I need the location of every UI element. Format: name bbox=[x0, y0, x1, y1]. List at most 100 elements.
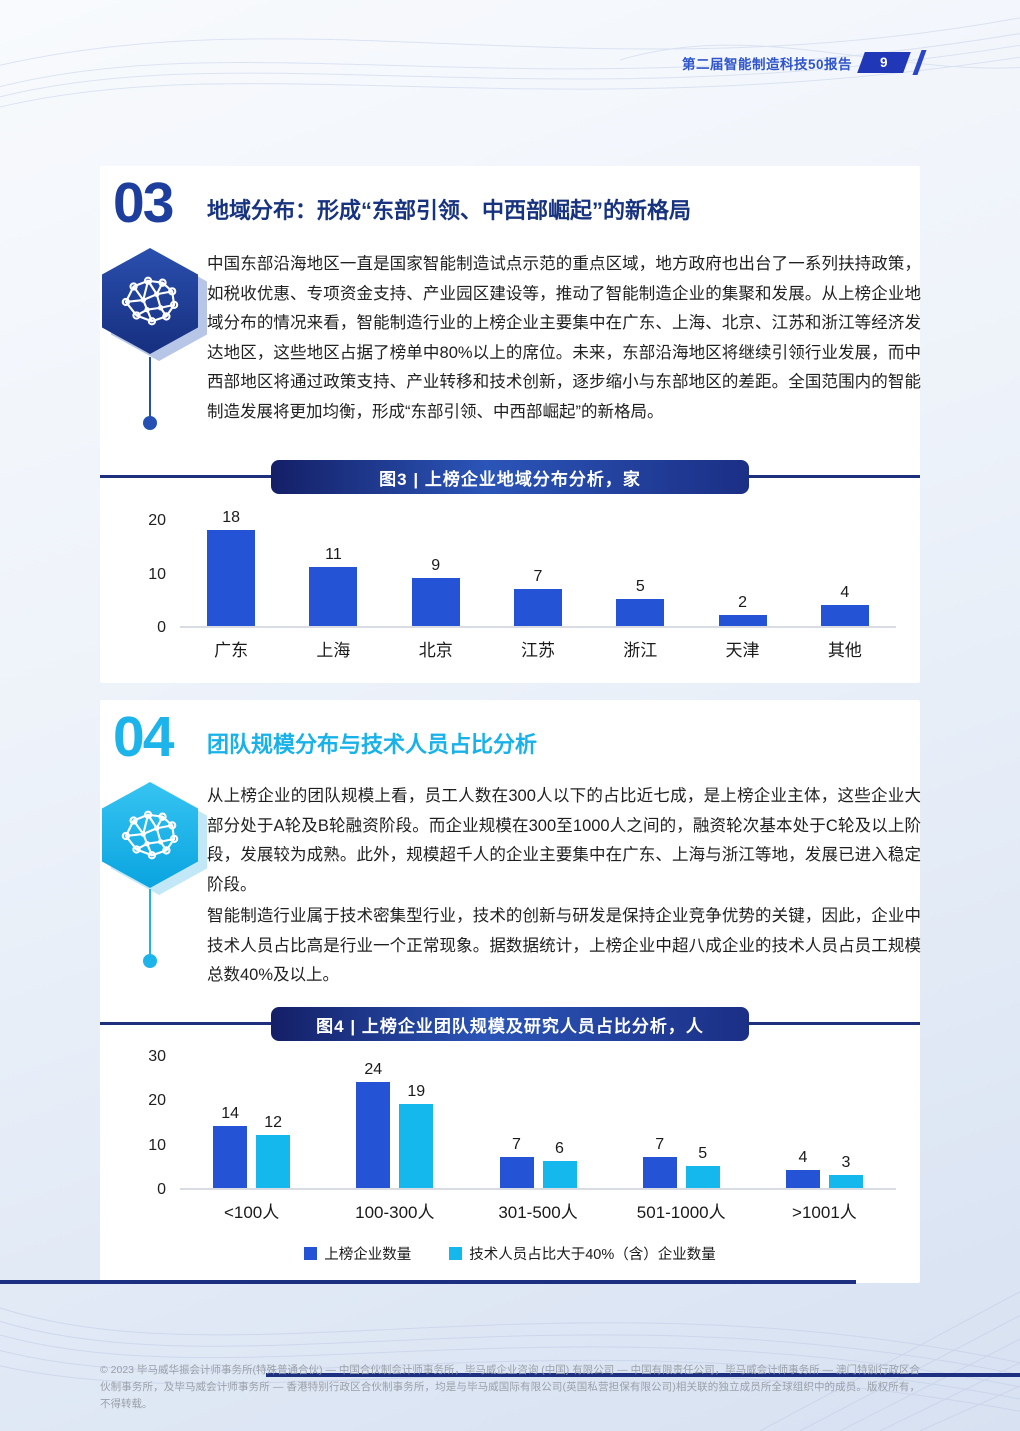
bar-value-label: 7 bbox=[512, 1135, 521, 1153]
bar-value-label: 12 bbox=[264, 1113, 282, 1131]
section-03-panel: 03 bbox=[100, 166, 921, 683]
connector-dot bbox=[143, 416, 157, 430]
legend-label: 技术人员占比大于40%（含）企业数量 bbox=[469, 1247, 716, 1263]
bar-group: 2 bbox=[691, 505, 793, 626]
y-axis-tick: 20 bbox=[148, 1092, 166, 1110]
bar-group: 11 bbox=[282, 505, 384, 626]
bar-group: 4 bbox=[794, 505, 896, 626]
section-number: 04 bbox=[113, 705, 174, 769]
bar-column: 7 bbox=[499, 1048, 534, 1188]
bar-column: 5 bbox=[685, 1048, 720, 1188]
bar-value-label: 11 bbox=[325, 546, 342, 564]
x-axis-label: 其他 bbox=[827, 641, 862, 660]
bar-column: 7 bbox=[642, 1048, 677, 1188]
bar-column: 18 bbox=[207, 505, 256, 626]
brain-network-icon bbox=[121, 276, 179, 326]
bar-group: 7 bbox=[487, 505, 589, 626]
bar bbox=[642, 1156, 677, 1188]
bar bbox=[513, 588, 562, 626]
chart4-legend: 上榜企业数量 技术人员占比大于40%（含）企业数量 bbox=[100, 1243, 920, 1264]
hexagon bbox=[102, 782, 198, 888]
bar-column: 4 bbox=[820, 505, 869, 626]
bar bbox=[828, 1174, 863, 1188]
y-axis-tick: 20 bbox=[148, 512, 166, 530]
y-axis-tick: 10 bbox=[148, 1136, 166, 1154]
bar bbox=[718, 615, 767, 626]
bar bbox=[785, 1170, 820, 1188]
bar-column: 24 bbox=[356, 1048, 391, 1188]
x-axis-label: 301-500人 bbox=[498, 1203, 578, 1222]
bar-value-label: 14 bbox=[221, 1104, 239, 1122]
bar-column: 14 bbox=[213, 1048, 248, 1188]
bar bbox=[542, 1161, 577, 1188]
section-title: 团队规模分布与技术人员占比分析 bbox=[207, 732, 538, 757]
y-axis-tick: 30 bbox=[148, 1047, 166, 1065]
x-axis-label: 北京 bbox=[418, 641, 453, 660]
bar-value-label: 7 bbox=[655, 1135, 665, 1153]
chart-figure3: 0 10 20 18 11 9 7 5 2 4 广东 上海 北京 江苏 浙江 天津 其他 bbox=[128, 505, 896, 661]
chart3-title: 图3 | 上榜企业地域分布分析，家 bbox=[271, 460, 749, 494]
bar-column: 12 bbox=[256, 1048, 291, 1188]
page-header: 第二届智能制造科技50报告 9 bbox=[681, 50, 927, 75]
bar-group: 24 19 bbox=[323, 1048, 466, 1188]
footer-copyright: © 2023 毕马威华振会计师事务所(特殊普通合伙) — 中国合伙制会计师事务所… bbox=[100, 1364, 920, 1410]
x-axis: <100人 100-300人 301-500人 501-1000人 >1001人 bbox=[180, 1198, 896, 1223]
bar-column: 7 bbox=[513, 505, 562, 626]
bar bbox=[207, 529, 256, 626]
page-number-badge: 9 bbox=[857, 52, 911, 73]
x-axis-label: <100人 bbox=[223, 1203, 280, 1222]
y-axis: 0 10 20 bbox=[128, 505, 180, 636]
x-axis-label: 广东 bbox=[214, 641, 249, 660]
connector-dot bbox=[143, 954, 157, 968]
bar-group: 18 bbox=[180, 505, 282, 626]
bar bbox=[616, 599, 665, 626]
bar-value-label: 24 bbox=[364, 1060, 383, 1078]
y-axis-tick: 0 bbox=[157, 619, 166, 636]
bar bbox=[411, 577, 460, 626]
x-axis-label: 501-1000人 bbox=[636, 1203, 726, 1222]
y-axis-tick: 10 bbox=[148, 565, 166, 583]
bar-column: 3 bbox=[828, 1048, 863, 1188]
report-title: 第二届智能制造科技50报告 bbox=[681, 56, 852, 72]
legend-swatch bbox=[304, 1247, 318, 1260]
bar-column: 5 bbox=[616, 505, 665, 626]
bar bbox=[685, 1165, 720, 1188]
bar bbox=[256, 1134, 291, 1188]
bar bbox=[399, 1103, 434, 1188]
bar-value-label: 4 bbox=[798, 1149, 808, 1167]
x-axis-label: 上海 bbox=[316, 641, 351, 660]
bar-column: 4 bbox=[785, 1048, 820, 1188]
bar-value-label: 5 bbox=[635, 578, 645, 596]
connector-line bbox=[149, 357, 151, 417]
accent-line-footer bbox=[266, 1373, 1020, 1377]
bar-column: 2 bbox=[718, 505, 767, 626]
x-axis: 广东 上海 北京 江苏 浙江 天津 其他 bbox=[180, 636, 896, 661]
section-paragraph: 从上榜企业的团队规模上看，员工人数在300人以下的占比近七成，是上榜企业主体，这… bbox=[207, 787, 921, 894]
legend-label: 上榜企业数量 bbox=[324, 1247, 412, 1263]
connector-line bbox=[149, 889, 151, 955]
bar bbox=[213, 1125, 248, 1188]
bar-value-label: 7 bbox=[533, 567, 543, 585]
bar-value-label: 2 bbox=[738, 594, 747, 612]
bar-value-label: 4 bbox=[840, 583, 850, 601]
section-number: 03 bbox=[113, 171, 174, 235]
x-axis-label: 100-300人 bbox=[355, 1203, 435, 1222]
x-axis-label: >1001人 bbox=[792, 1203, 857, 1222]
section-badge-hexagon bbox=[102, 782, 207, 895]
section-paragraph: 智能制造行业属于技术密集型行业，技术的创新与研发是保持企业竞争优势的关键，因此，… bbox=[207, 907, 921, 984]
bar-group: 9 bbox=[385, 505, 487, 626]
accent-line-bottom bbox=[0, 1280, 856, 1284]
bar bbox=[356, 1081, 391, 1188]
bar bbox=[499, 1156, 534, 1188]
bar-column: 19 bbox=[399, 1048, 434, 1188]
legend-item: 上榜企业数量 bbox=[304, 1243, 411, 1264]
bar-value-label: 6 bbox=[555, 1140, 564, 1158]
brain-network-icon bbox=[121, 810, 179, 860]
section-04-panel: 04 bbox=[100, 700, 921, 1283]
plot-area: 14 12 24 19 7 6 7 5 4 3 bbox=[180, 1048, 896, 1190]
bar-value-label: 19 bbox=[407, 1082, 426, 1100]
